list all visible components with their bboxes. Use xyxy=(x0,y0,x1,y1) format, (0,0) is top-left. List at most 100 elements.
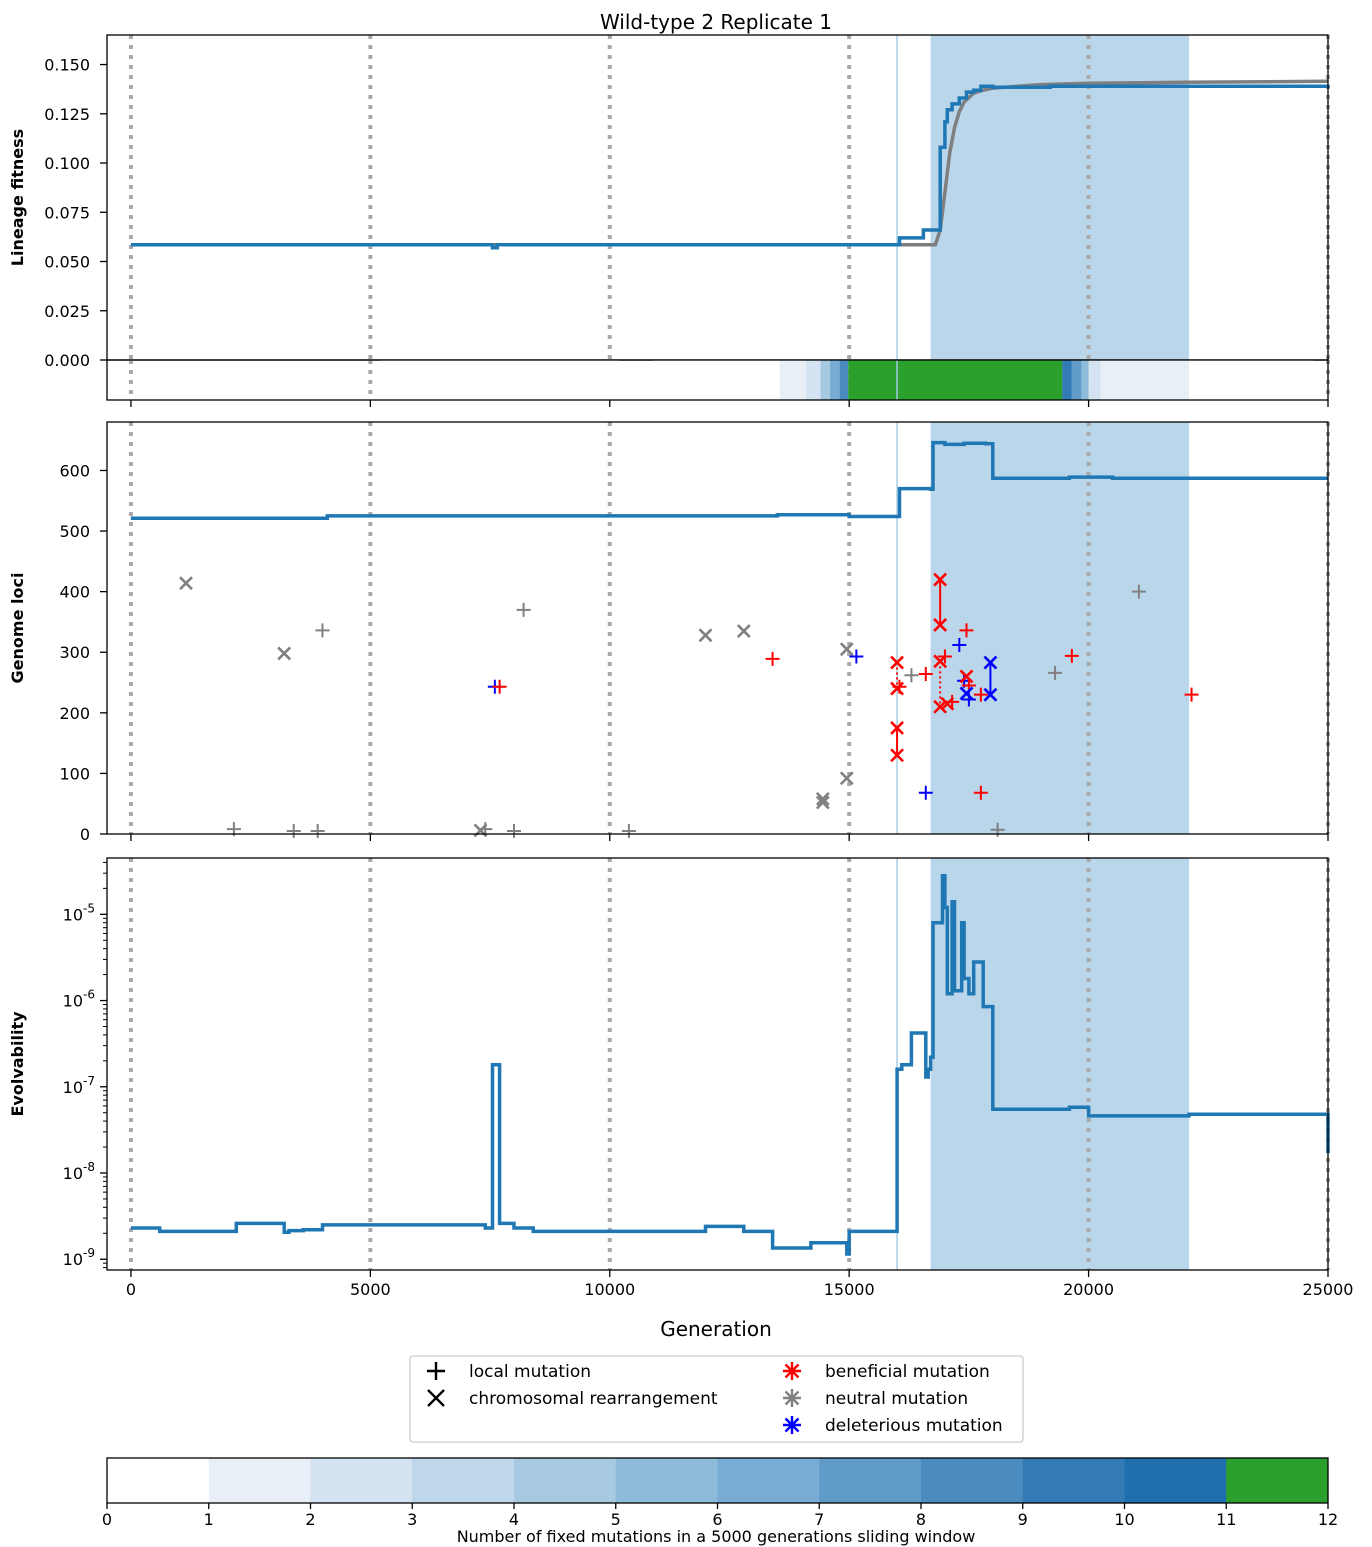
fitness-y-tick-label: 0.150 xyxy=(44,56,90,75)
strip-segment xyxy=(1088,360,1101,400)
x-tick-label: 15000 xyxy=(824,1280,875,1299)
colorbar-tick-label: 0 xyxy=(102,1510,112,1529)
strip-segment xyxy=(779,360,807,400)
local-mutation-point xyxy=(1064,648,1079,663)
evo-shaded-window xyxy=(930,858,1190,1270)
rearrangement-point xyxy=(933,572,948,587)
genome-y-tick-label: 400 xyxy=(59,583,90,602)
local-mutation-point xyxy=(973,687,988,702)
genome-size-line xyxy=(130,440,1328,521)
colorbar-cell xyxy=(615,1458,718,1503)
colorbar-cell xyxy=(514,1458,617,1503)
colorbar-cell xyxy=(819,1458,922,1503)
rearrangement-point xyxy=(983,687,998,702)
rearrangement-point xyxy=(839,642,854,657)
evo-y-tick-label: 10-8 xyxy=(63,1160,95,1183)
colorbar-tick-label: 2 xyxy=(305,1510,315,1529)
colorbar-tick-label: 12 xyxy=(1318,1510,1338,1529)
legend-box xyxy=(409,1355,1024,1443)
rearrangement-point xyxy=(277,646,292,661)
fitness-y-tick-label: 0.075 xyxy=(44,203,90,222)
strip-segment xyxy=(830,360,840,400)
genome-frame xyxy=(106,421,1329,835)
strip-frame xyxy=(106,359,1329,401)
evo-y-label: Evolvability xyxy=(8,1011,27,1117)
local-mutation-point xyxy=(959,623,974,638)
evo-y-tick-label: 10-5 xyxy=(63,901,95,924)
colorbar-cell xyxy=(208,1458,311,1503)
evolvability-panel: 0 5000 10000 15000 20000 25000 10-9 10-8 10-7 10-… xyxy=(8,857,1354,1299)
evo-y-tick-label: 10-6 xyxy=(63,988,95,1011)
chart-title: Wild-type 2 Replicate 1 xyxy=(600,10,832,34)
legend: local mutation chromosomal rearrangement b… xyxy=(409,1355,1024,1443)
colorbar-cell xyxy=(1226,1458,1329,1503)
fitness-panel: 0.000 0.025 0.050 0.075 0.100 0.125 0.150 Linea… xyxy=(8,34,1330,370)
colorbar-tick-label: 6 xyxy=(712,1510,722,1529)
local-mutation-point xyxy=(286,823,301,838)
fitness-y-tick-label: 0.100 xyxy=(44,154,90,173)
x-tick-label: 0 xyxy=(126,1280,136,1299)
legend-plus-icon xyxy=(427,1362,445,1380)
colorbar-tick-label: 1 xyxy=(204,1510,214,1529)
evolvability-line xyxy=(130,874,1330,1256)
rearrangement-point xyxy=(815,795,830,810)
colorbar-cell xyxy=(1022,1458,1125,1503)
rearrangement-point xyxy=(933,699,948,714)
legend-star-icon xyxy=(783,1389,801,1407)
strip-segment xyxy=(839,360,849,400)
rearrangement-point xyxy=(890,721,904,735)
genome-y-tick-label: 300 xyxy=(59,643,90,662)
x-tick-label: 10000 xyxy=(584,1280,635,1299)
legend-cross-icon xyxy=(427,1389,445,1407)
colorbar-cell xyxy=(1124,1458,1227,1503)
genome-panel: 0 100 200 300 400 500 600 Genome loci xyxy=(8,421,1330,844)
colorbar-cell xyxy=(412,1458,515,1503)
fitness-y-tick-label: 0.025 xyxy=(44,302,90,321)
rearrangement-point xyxy=(890,681,904,696)
local-mutation-point xyxy=(945,694,960,709)
rearrangement-point xyxy=(959,669,974,684)
genome-y-tick-label: 200 xyxy=(59,704,90,723)
rearrangement-point xyxy=(959,686,974,701)
local-mutation-point xyxy=(492,679,507,694)
rearrangement-point xyxy=(815,791,830,806)
x-axis-label: Generation xyxy=(660,1317,772,1341)
rearrangement-point xyxy=(698,628,713,643)
rearrangement-point xyxy=(890,655,904,670)
local-mutation-point xyxy=(952,637,967,652)
genome-y-tick-label: 500 xyxy=(59,522,90,541)
x-tick-label: 25000 xyxy=(1303,1280,1354,1299)
colorbar-cell xyxy=(921,1458,1024,1503)
local-mutation-point xyxy=(315,623,330,638)
x-tick-label: 20000 xyxy=(1063,1280,1114,1299)
colorbar-cell xyxy=(717,1458,820,1503)
colorbar-cell xyxy=(310,1458,413,1503)
rearrangement-point xyxy=(839,771,854,786)
colorbar-tick-label: 10 xyxy=(1114,1510,1134,1529)
colorbar-tick-label: 7 xyxy=(814,1510,824,1529)
colorbar: 0 1 2 3 4 5 6 7 8 9 10 11 12 xyxy=(102,1457,1338,1529)
fitness-y-label: Lineage fitness xyxy=(8,129,27,266)
strip-segment xyxy=(652,360,780,400)
rearrangement-point xyxy=(179,576,193,591)
rearrangement-point xyxy=(983,655,998,670)
lineage-fitness-line xyxy=(130,84,1330,250)
genome-y-tick-label: 0 xyxy=(80,825,90,844)
rearrangement-point xyxy=(890,748,904,763)
strip-segment xyxy=(1189,360,1314,400)
colorbar-tick-label: 4 xyxy=(509,1510,519,1529)
legend-item-label: chromosomal rearrangement xyxy=(469,1389,718,1409)
genome-y-tick-label: 100 xyxy=(59,764,90,783)
genome-shaded-window xyxy=(930,422,1190,834)
local-mutation-point xyxy=(937,649,952,664)
reference-fitness-line xyxy=(130,79,1329,247)
strip-segment xyxy=(1081,360,1089,400)
evo-y-tick-label: 10-9 xyxy=(63,1246,95,1269)
colorbar-tick-label: 5 xyxy=(611,1510,621,1529)
legend-item-label: local mutation xyxy=(469,1362,591,1382)
colorbar-cell xyxy=(107,1458,210,1503)
local-mutation-point xyxy=(961,692,976,707)
colorbar-label: Number of fixed mutations in a 5000 gene… xyxy=(457,1527,976,1546)
fitness-y-tick-label: 0.050 xyxy=(44,253,90,272)
